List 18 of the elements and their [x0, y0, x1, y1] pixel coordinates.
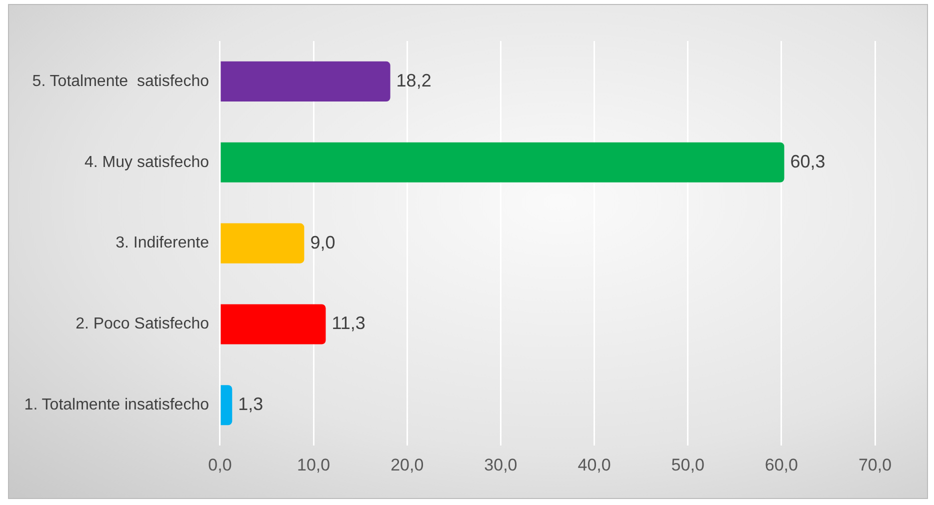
y-tick-label: 4. Muy satisfecho — [84, 154, 210, 171]
y-tick-label: 3. Indiferente — [116, 234, 210, 252]
x-tick-label: 60,0 — [764, 455, 798, 474]
y-tick-label: 2. Poco Satisfecho — [76, 316, 210, 333]
data-label: 60,3 — [790, 151, 826, 172]
x-tick-label: 30,0 — [484, 455, 518, 474]
x-tick-label: 40,0 — [578, 455, 611, 474]
data-label: 18,2 — [396, 70, 432, 90]
x-tick-label: 10,0 — [297, 455, 330, 474]
x-tick-label: 0,0 — [208, 455, 232, 474]
y-tick-label: 1. Totalmente insatisfecho — [24, 396, 210, 414]
data-label: 9,0 — [310, 232, 336, 252]
x-tick-label: 50,0 — [671, 455, 704, 474]
y-tick-label: 5. Totalmente satisfecho — [32, 72, 210, 90]
data-label: 1,3 — [238, 394, 264, 414]
x-tick-label: 20,0 — [390, 455, 424, 474]
data-label: 11,3 — [332, 313, 366, 334]
x-tick-label: 70,0 — [858, 455, 892, 474]
